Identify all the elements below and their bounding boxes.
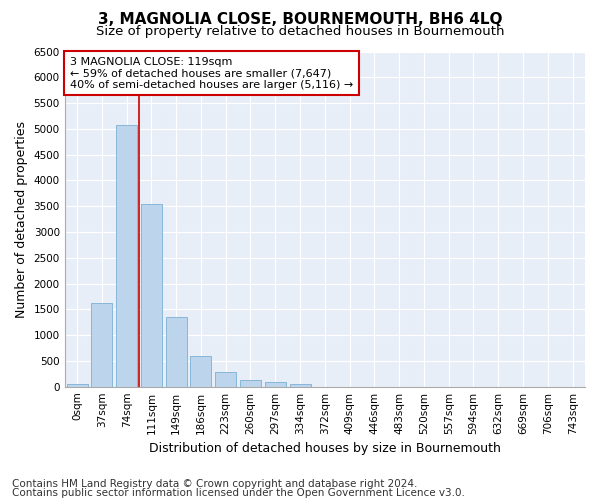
Bar [67,384,88,386]
Bar [215,372,236,386]
Text: 3 MAGNOLIA CLOSE: 119sqm
← 59% of detached houses are smaller (7,647)
40% of sem: 3 MAGNOLIA CLOSE: 119sqm ← 59% of detach… [70,56,353,90]
Bar [141,204,162,386]
Bar [240,380,261,386]
Y-axis label: Number of detached properties: Number of detached properties [15,120,28,318]
Bar [91,303,112,386]
X-axis label: Distribution of detached houses by size in Bournemouth: Distribution of detached houses by size … [149,442,501,455]
Text: Contains HM Land Registry data © Crown copyright and database right 2024.: Contains HM Land Registry data © Crown c… [12,479,418,489]
Bar [166,316,187,386]
Bar [290,384,311,386]
Bar [265,382,286,386]
Bar [116,124,137,386]
Text: Size of property relative to detached houses in Bournemouth: Size of property relative to detached ho… [96,25,504,38]
Text: 3, MAGNOLIA CLOSE, BOURNEMOUTH, BH6 4LQ: 3, MAGNOLIA CLOSE, BOURNEMOUTH, BH6 4LQ [98,12,502,28]
Text: Contains public sector information licensed under the Open Government Licence v3: Contains public sector information licen… [12,488,465,498]
Bar [190,356,211,386]
